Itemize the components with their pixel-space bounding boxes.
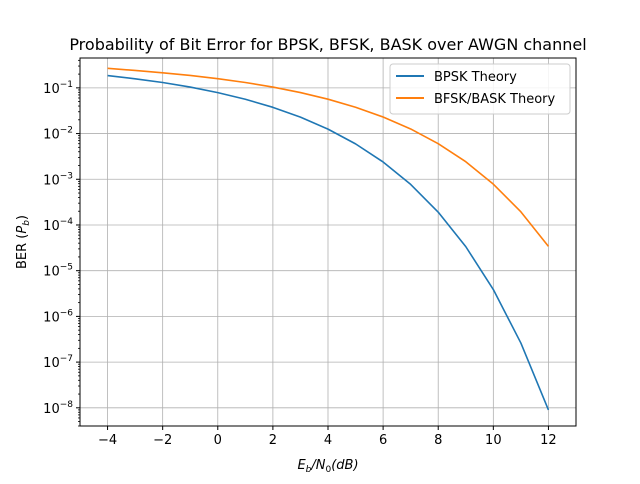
y-tick-label: 10−2	[43, 126, 73, 143]
y-label-p: P	[15, 226, 30, 234]
x-tick-label: 12	[540, 433, 557, 448]
x-label-e: E	[297, 458, 306, 473]
legend: BPSK Theory BFSK/BASK Theory	[389, 63, 571, 115]
y-label-close: )	[15, 215, 30, 220]
x-tick-label: 6	[379, 433, 387, 448]
grid-layer	[80, 58, 576, 426]
y-label-main: BER (	[15, 234, 30, 269]
x-tick-label: −2	[153, 433, 172, 448]
y-tick-label: 10−4	[43, 217, 73, 234]
x-label-sub-b: b	[306, 465, 312, 475]
x-tick-label: 10	[485, 433, 502, 448]
x-label-unit: (dB)	[331, 458, 358, 473]
x-axis-label: Eb/N0(dB)	[297, 458, 358, 475]
y-tick-label: 10−5	[43, 263, 73, 280]
series-line-0	[107, 74, 550, 411]
y-tick-label: 10−6	[43, 308, 73, 325]
x-tick-label: 8	[434, 433, 442, 448]
y-tick-label: 10−8	[43, 400, 73, 417]
x-tick-label: 4	[324, 433, 332, 448]
y-tick-label: 10−3	[43, 171, 73, 188]
y-axis-label: BER (Pb)	[15, 215, 32, 269]
x-tick-label: −4	[98, 433, 117, 448]
y-tick-label: 10−1	[43, 80, 73, 97]
legend-label-bfsk-bask: BFSK/BASK Theory	[434, 92, 556, 107]
legend-label-bpsk: BPSK Theory	[434, 70, 517, 85]
x-tick-label: 0	[214, 433, 222, 448]
series-layer	[107, 67, 550, 411]
chart-title: Probability of Bit Error for BPSK, BFSK,…	[69, 35, 586, 54]
y-label-sub-b: b	[22, 220, 32, 226]
legend-box	[389, 63, 571, 115]
series-line-1	[107, 67, 550, 247]
y-tick-label: 10−7	[43, 354, 73, 371]
x-tick-label: 2	[269, 433, 277, 448]
tick-layer: −4 −2 0 2 4 6 8 10 12 10−8 10−7 10−6 10−5 10−4 10−3 10−…	[43, 59, 557, 448]
x-label-sub-0: 0	[325, 465, 331, 475]
x-label-slash: /N	[310, 458, 325, 473]
